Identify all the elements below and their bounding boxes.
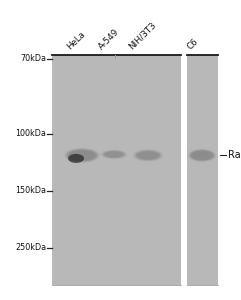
Ellipse shape xyxy=(104,151,124,158)
Text: A-549: A-549 xyxy=(97,27,121,51)
Ellipse shape xyxy=(65,148,99,162)
Ellipse shape xyxy=(102,150,126,158)
Ellipse shape xyxy=(135,151,161,160)
Ellipse shape xyxy=(188,149,216,162)
Ellipse shape xyxy=(107,152,121,157)
Ellipse shape xyxy=(103,151,125,158)
Ellipse shape xyxy=(189,150,214,161)
Ellipse shape xyxy=(137,151,159,160)
Ellipse shape xyxy=(194,152,210,158)
Ellipse shape xyxy=(64,148,100,163)
Ellipse shape xyxy=(105,152,123,157)
Text: HeLa: HeLa xyxy=(66,29,87,51)
Ellipse shape xyxy=(68,150,95,161)
Ellipse shape xyxy=(138,152,158,159)
Ellipse shape xyxy=(132,149,164,162)
Text: 150kDa: 150kDa xyxy=(15,186,46,195)
Ellipse shape xyxy=(106,152,122,157)
Ellipse shape xyxy=(137,152,159,159)
Ellipse shape xyxy=(191,151,213,160)
Ellipse shape xyxy=(134,150,162,161)
Ellipse shape xyxy=(139,152,157,159)
Ellipse shape xyxy=(70,151,94,160)
Ellipse shape xyxy=(63,147,101,164)
Text: 100kDa: 100kDa xyxy=(15,129,46,138)
Ellipse shape xyxy=(133,150,163,161)
Ellipse shape xyxy=(188,149,216,162)
Ellipse shape xyxy=(65,148,100,163)
Ellipse shape xyxy=(136,151,160,160)
Ellipse shape xyxy=(71,152,93,159)
Ellipse shape xyxy=(191,151,213,160)
Ellipse shape xyxy=(190,150,214,161)
Ellipse shape xyxy=(67,149,97,161)
Ellipse shape xyxy=(72,152,92,159)
Ellipse shape xyxy=(68,150,96,161)
Ellipse shape xyxy=(139,152,157,158)
Ellipse shape xyxy=(101,150,127,159)
Ellipse shape xyxy=(133,149,163,162)
Text: C6: C6 xyxy=(186,37,200,51)
Text: 70kDa: 70kDa xyxy=(20,54,46,63)
Ellipse shape xyxy=(68,154,84,163)
Text: 250kDa: 250kDa xyxy=(15,243,46,252)
Ellipse shape xyxy=(103,151,125,158)
Bar xyxy=(52,55,181,285)
Text: NIH/3T3: NIH/3T3 xyxy=(127,20,157,51)
Bar xyxy=(187,55,218,285)
Ellipse shape xyxy=(100,150,127,159)
Ellipse shape xyxy=(105,152,123,158)
Ellipse shape xyxy=(135,150,161,161)
Ellipse shape xyxy=(187,148,217,162)
Ellipse shape xyxy=(100,149,128,159)
Ellipse shape xyxy=(189,149,215,161)
Ellipse shape xyxy=(193,152,211,159)
Ellipse shape xyxy=(66,149,98,162)
Ellipse shape xyxy=(69,151,95,160)
Ellipse shape xyxy=(102,150,126,159)
Ellipse shape xyxy=(192,151,212,160)
Text: Rad21: Rad21 xyxy=(228,150,241,161)
Ellipse shape xyxy=(193,152,211,159)
